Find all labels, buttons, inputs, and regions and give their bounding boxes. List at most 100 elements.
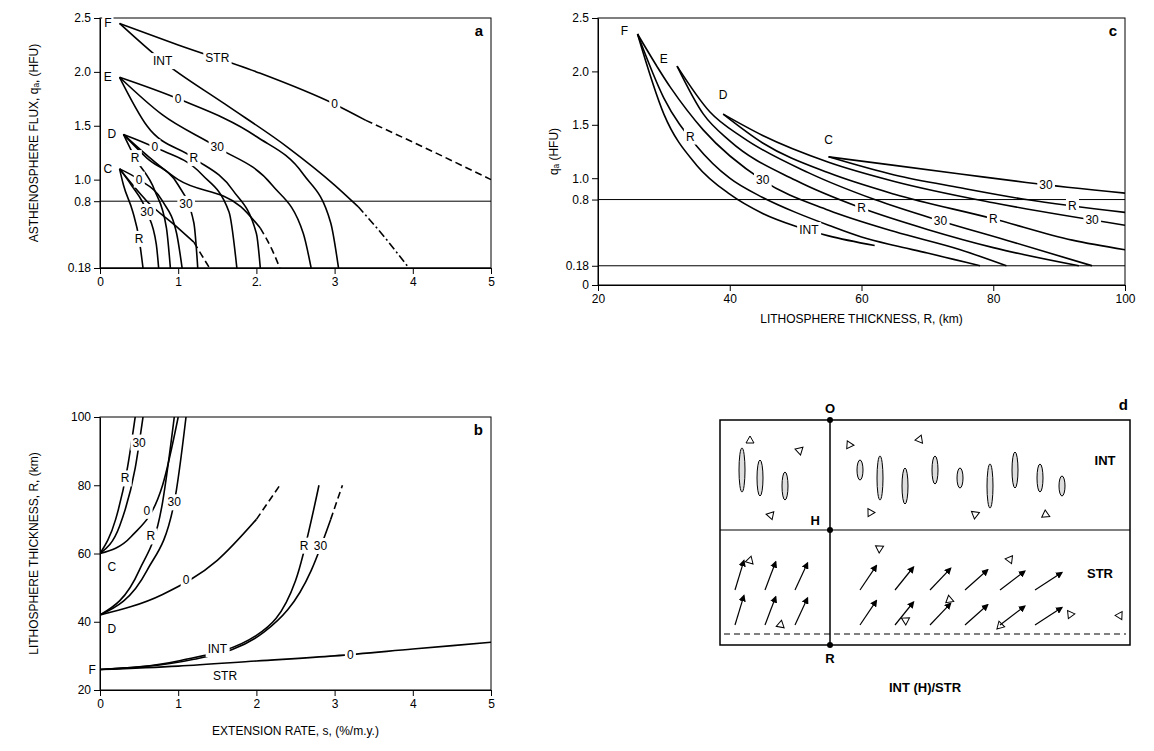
- level-dot: [827, 527, 833, 533]
- tick-label: 2.0: [572, 65, 589, 79]
- curve: [260, 228, 280, 268]
- tick-label: 2.5: [74, 11, 91, 25]
- curve-label: 30: [1085, 213, 1099, 227]
- curve-label: 30: [140, 205, 154, 219]
- label-patch: [87, 662, 98, 678]
- tick: 60: [855, 285, 869, 306]
- tick: 100: [1115, 285, 1135, 306]
- tick-label: 1: [175, 697, 182, 711]
- curve: [100, 519, 331, 669]
- annotation: 30: [209, 139, 227, 155]
- flow-arrow: [1035, 573, 1062, 590]
- dike: [1037, 464, 1043, 492]
- axis-line: [598, 19, 599, 286]
- label-patch: [105, 621, 118, 637]
- plot-frame: [100, 18, 491, 268]
- annotation: R: [133, 231, 146, 247]
- level-dot: [827, 417, 833, 423]
- curve-label: 30: [1039, 178, 1053, 192]
- curve-label: R: [146, 529, 155, 543]
- tick-label: 3: [332, 275, 339, 289]
- label-patch: [130, 435, 148, 451]
- tick: 1.0: [74, 173, 100, 187]
- curve-label: 0: [144, 504, 151, 518]
- label-patch: [119, 470, 132, 486]
- annotation: 30: [932, 213, 950, 229]
- tick: 1.5: [74, 119, 100, 133]
- tick-label: 1.0: [74, 173, 91, 187]
- curve: [100, 485, 319, 669]
- panel: 2040608010000.180.81.01.52.02.5FEDCR30IN…: [547, 11, 1136, 326]
- tick: 5: [488, 690, 495, 711]
- panel-letter: c: [1109, 22, 1117, 39]
- curve-label: STR: [205, 51, 229, 65]
- curve: [100, 417, 186, 615]
- label-patch: [203, 50, 231, 66]
- curve-label: R: [300, 539, 309, 553]
- label-patch: [166, 494, 184, 510]
- label-patch: [822, 132, 835, 148]
- label-patch: [181, 572, 192, 588]
- annotation: R: [129, 150, 142, 166]
- annotation: R: [987, 211, 1000, 227]
- curve-label: 30: [132, 436, 146, 450]
- curve: [120, 169, 194, 242]
- dike: [739, 448, 745, 492]
- tick-mark: [592, 18, 598, 19]
- fragment: [847, 441, 855, 449]
- curve: [829, 157, 1125, 193]
- label-patch: [173, 91, 184, 107]
- dike: [782, 472, 788, 500]
- zone-label: INT: [1095, 453, 1116, 468]
- level-dot: [827, 642, 833, 648]
- tick: 40: [78, 615, 100, 629]
- curve: [120, 23, 359, 206]
- annotation: R: [144, 528, 157, 544]
- tick-label: 0.18: [68, 261, 92, 275]
- tick-label: 2.5: [572, 11, 589, 25]
- fragment: [765, 510, 774, 519]
- dike: [877, 456, 883, 500]
- tick-mark: [94, 554, 100, 555]
- tick: 0.8: [572, 193, 598, 207]
- flow-arrow: [860, 601, 876, 625]
- flow-arrow: [930, 568, 951, 590]
- curve: [723, 114, 1125, 250]
- fragment: [1039, 510, 1049, 521]
- curve: [120, 77, 339, 268]
- tick: 2.0: [74, 65, 100, 79]
- tick-mark: [592, 200, 598, 201]
- tick-mark: [256, 690, 257, 696]
- curve: [366, 120, 491, 179]
- tick-mark: [491, 690, 492, 696]
- annotation: STR: [203, 50, 231, 66]
- fragment: [775, 620, 784, 630]
- curve-label: 0: [183, 573, 190, 587]
- annotation: C: [101, 161, 114, 177]
- annotation: 30: [177, 196, 195, 212]
- curve: [123, 134, 197, 268]
- curve: [120, 77, 312, 268]
- label-patch: [987, 211, 1000, 227]
- annotation: 0: [329, 96, 340, 112]
- label-patch: [206, 641, 230, 657]
- curve: [723, 114, 1125, 225]
- curve-label: 30: [756, 173, 770, 187]
- plot-frame: [598, 18, 1125, 285]
- curve-label: F: [89, 663, 96, 677]
- curve-label: INT: [208, 642, 228, 656]
- tick: 80: [987, 285, 1001, 306]
- curve: [638, 34, 1007, 266]
- annotation: 0: [181, 572, 192, 588]
- tick-mark: [335, 690, 336, 696]
- label-patch: [345, 647, 356, 663]
- axis: 0.180.81.01.52.02.5: [68, 11, 101, 275]
- tick: 3: [332, 268, 339, 289]
- annotation: STR: [211, 668, 239, 684]
- annotation: INT: [206, 641, 230, 657]
- tick-mark: [413, 690, 414, 696]
- tick-label: 2: [254, 697, 261, 711]
- curve-label: 30: [314, 539, 328, 553]
- annotation: 0: [173, 91, 184, 107]
- reference-line: [598, 265, 1125, 266]
